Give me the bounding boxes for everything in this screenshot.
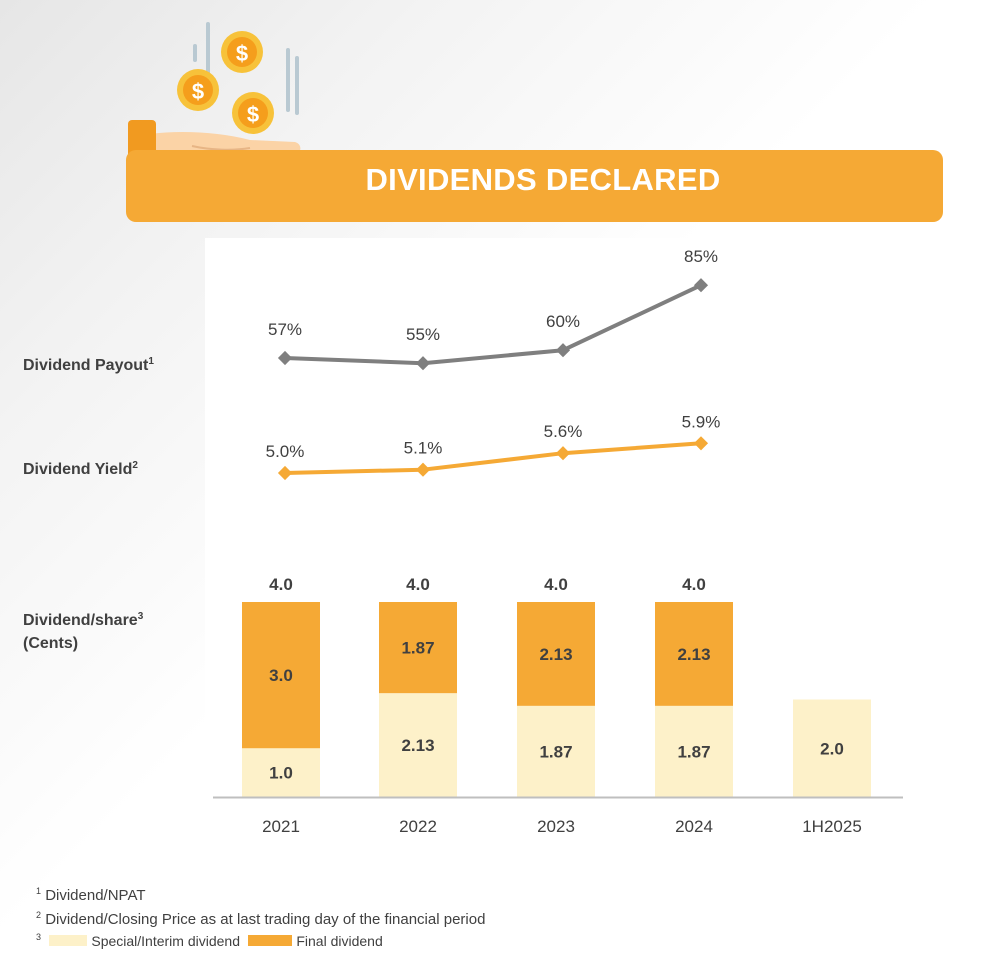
bar-total-label: 4.0 <box>682 575 706 594</box>
bar-interim <box>793 699 871 797</box>
bar-final-label: 2.13 <box>677 645 710 664</box>
svg-text:$: $ <box>247 102 259 127</box>
svg-text:$: $ <box>192 79 204 104</box>
bar-interim <box>379 693 457 797</box>
payout-point <box>415 356 431 371</box>
bar-interim <box>655 705 733 797</box>
footnote-1-text: Dividend/NPAT <box>45 887 146 904</box>
legend-label-final: Final dividend <box>296 933 383 949</box>
footnote-3-marker: 3 <box>36 932 42 942</box>
title-banner <box>126 150 943 222</box>
bar-interim-label: 1.0 <box>269 764 293 783</box>
yield-point <box>555 446 571 461</box>
footnote-1-marker: 1 <box>36 886 42 896</box>
payout-point <box>555 343 571 358</box>
bar-final-label: 3.0 <box>269 666 293 685</box>
footnote-2: 2 Dividend/Closing Price as at last trad… <box>36 906 485 929</box>
footnote-ref-1: 1 <box>148 356 154 367</box>
payout-point <box>693 278 709 293</box>
payout-data-label: 57% <box>268 320 302 339</box>
dividend-payout-label: Dividend Payout1 <box>23 350 154 377</box>
bar-interim-label: 2.0 <box>820 739 844 758</box>
dividend-yield-label: Dividend Yield2 <box>23 454 138 481</box>
dividend-per-share-label-text: Dividend/share <box>23 612 138 629</box>
dividend-per-share-label: Dividend/share3 (Cents) <box>23 605 143 655</box>
bar-interim <box>517 705 595 797</box>
bar-final-label: 1.87 <box>401 639 434 658</box>
bar-total-label: 4.0 <box>269 575 293 594</box>
page-title: DIVIDENDS DECLARED <box>365 162 721 197</box>
bar-final <box>242 602 320 749</box>
footnote-3-legend: 3 Special/Interim dividend Final dividen… <box>36 928 383 951</box>
bar-final <box>655 602 733 706</box>
dividend-payout-label-text: Dividend Payout <box>23 357 149 374</box>
x-tick-label: 2023 <box>537 817 575 836</box>
footnote-ref-3: 3 <box>137 611 144 622</box>
bar-final <box>517 602 595 706</box>
payout-point <box>277 350 293 366</box>
bar-interim-label: 1.87 <box>677 742 710 761</box>
yield-point <box>693 436 709 451</box>
dividend-per-share-unit: (Cents) <box>23 635 79 652</box>
x-tick-label: 2021 <box>262 817 300 836</box>
yield-data-label: 5.0% <box>266 442 305 461</box>
yield-data-label: 5.9% <box>682 412 721 431</box>
payout-data-label: 60% <box>546 312 580 331</box>
footnote-2-text: Dividend/Closing Price as at last tradin… <box>45 911 486 928</box>
payout-data-label: 85% <box>684 247 718 266</box>
bar-interim-label: 1.87 <box>539 742 572 761</box>
yield-point <box>415 462 431 477</box>
yield-line <box>284 441 702 475</box>
legend-swatch-final <box>248 935 293 946</box>
bar-total-label: 4.0 <box>406 575 430 594</box>
bar-interim-label: 2.13 <box>401 736 434 755</box>
yield-data-label: 5.1% <box>404 439 443 458</box>
footnote-1: 1 Dividend/NPAT <box>36 882 146 905</box>
bar-final-label: 2.13 <box>539 645 572 664</box>
footnote-2-marker: 2 <box>36 910 42 920</box>
x-tick-label: 2022 <box>399 817 437 836</box>
yield-data-label: 5.6% <box>544 422 583 441</box>
legend-swatch-interim <box>49 935 88 946</box>
svg-text:$: $ <box>236 41 248 66</box>
footnote-ref-2: 2 <box>132 460 138 471</box>
bar-interim <box>242 748 320 797</box>
payout-line <box>284 283 702 366</box>
bar-total-label: 4.0 <box>544 575 568 594</box>
payout-data-label: 55% <box>406 325 440 344</box>
x-tick-label: 1H2025 <box>802 817 862 836</box>
bar-final <box>379 602 457 694</box>
legend-label-interim: Special/Interim dividend <box>91 933 240 949</box>
dividend-yield-label-text: Dividend Yield <box>23 461 133 478</box>
x-tick-label: 2024 <box>675 817 713 836</box>
yield-point <box>277 465 293 481</box>
